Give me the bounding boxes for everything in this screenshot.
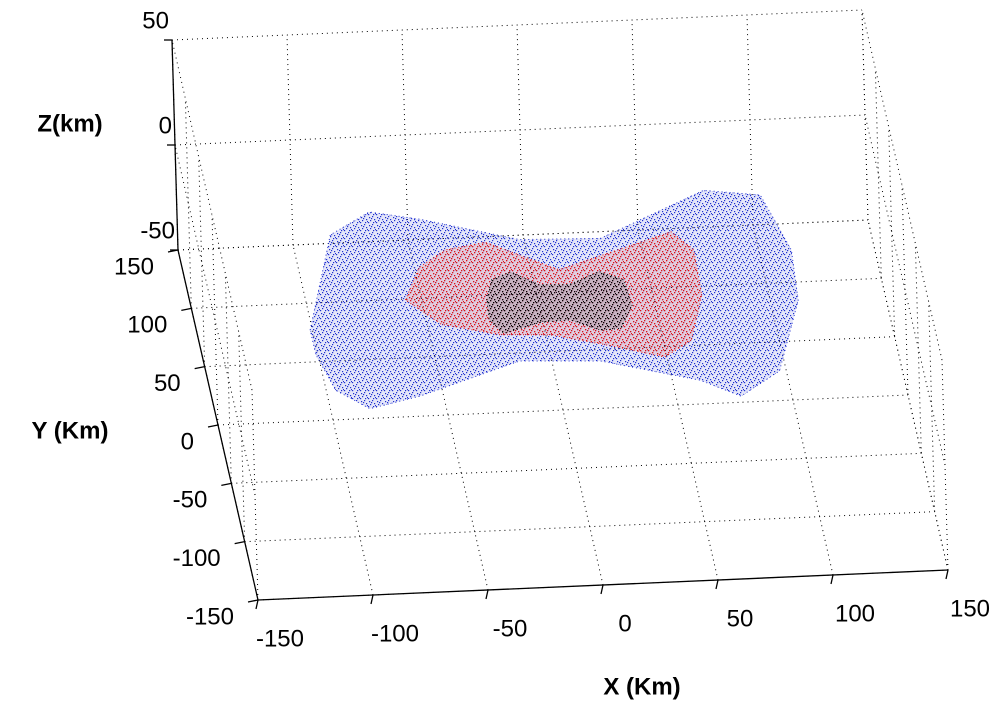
- x-tick-label: -100: [371, 620, 419, 647]
- grid-line: [238, 331, 246, 542]
- x-tick-label: 0: [618, 610, 631, 637]
- z-tick-label: 0: [159, 112, 172, 139]
- y-tick-label: 100: [127, 312, 167, 339]
- y-tick: [234, 541, 245, 545]
- y-tick-label: -50: [173, 487, 208, 514]
- grid-line: [888, 126, 896, 337]
- grid-line: [174, 114, 866, 146]
- x-tick-label: 100: [835, 600, 875, 627]
- x-tick: [945, 569, 949, 580]
- grid-line: [901, 184, 909, 396]
- y-tick: [181, 307, 192, 311]
- z-tick-label: 50: [142, 7, 169, 34]
- y-tick-label: -100: [173, 545, 221, 572]
- y-tick: [221, 482, 232, 486]
- y-tick: [194, 366, 205, 370]
- y-tick-label: 50: [154, 370, 181, 397]
- grid-line: [211, 214, 219, 426]
- x-tick: [715, 579, 719, 590]
- grid-line: [874, 68, 882, 279]
- y-tick-label: 150: [114, 253, 154, 280]
- x-tick-label: 150: [950, 595, 990, 622]
- grid-line: [928, 301, 936, 512]
- z-axis-title: Z(km): [37, 110, 102, 137]
- y-tick-label: -150: [186, 603, 234, 630]
- x-tick-label: 50: [727, 605, 754, 632]
- y-axis-title: Y (Km): [32, 417, 109, 444]
- x-axis-title: X (Km): [603, 673, 680, 700]
- y-tick: [247, 599, 259, 603]
- y-tick: [207, 424, 219, 428]
- x-tick: [370, 594, 374, 605]
- grid-line: [184, 98, 192, 309]
- y-tick-label: 0: [181, 428, 194, 455]
- grid-line: [198, 156, 206, 367]
- x-tick: [485, 589, 489, 600]
- z-tick-label: -50: [140, 217, 175, 244]
- grid-line: [231, 452, 922, 484]
- grid-line: [244, 511, 935, 543]
- x-tick: [255, 599, 259, 610]
- grid-line: [171, 9, 863, 41]
- point-cloud: [486, 270, 633, 334]
- grid-line: [217, 394, 909, 426]
- x-tick: [600, 584, 604, 595]
- x-tick-label: -150: [256, 625, 304, 652]
- x-tick: [830, 574, 834, 585]
- grid-line: [224, 273, 232, 484]
- grid-line: [914, 243, 922, 454]
- x-tick-label: -50: [493, 615, 528, 642]
